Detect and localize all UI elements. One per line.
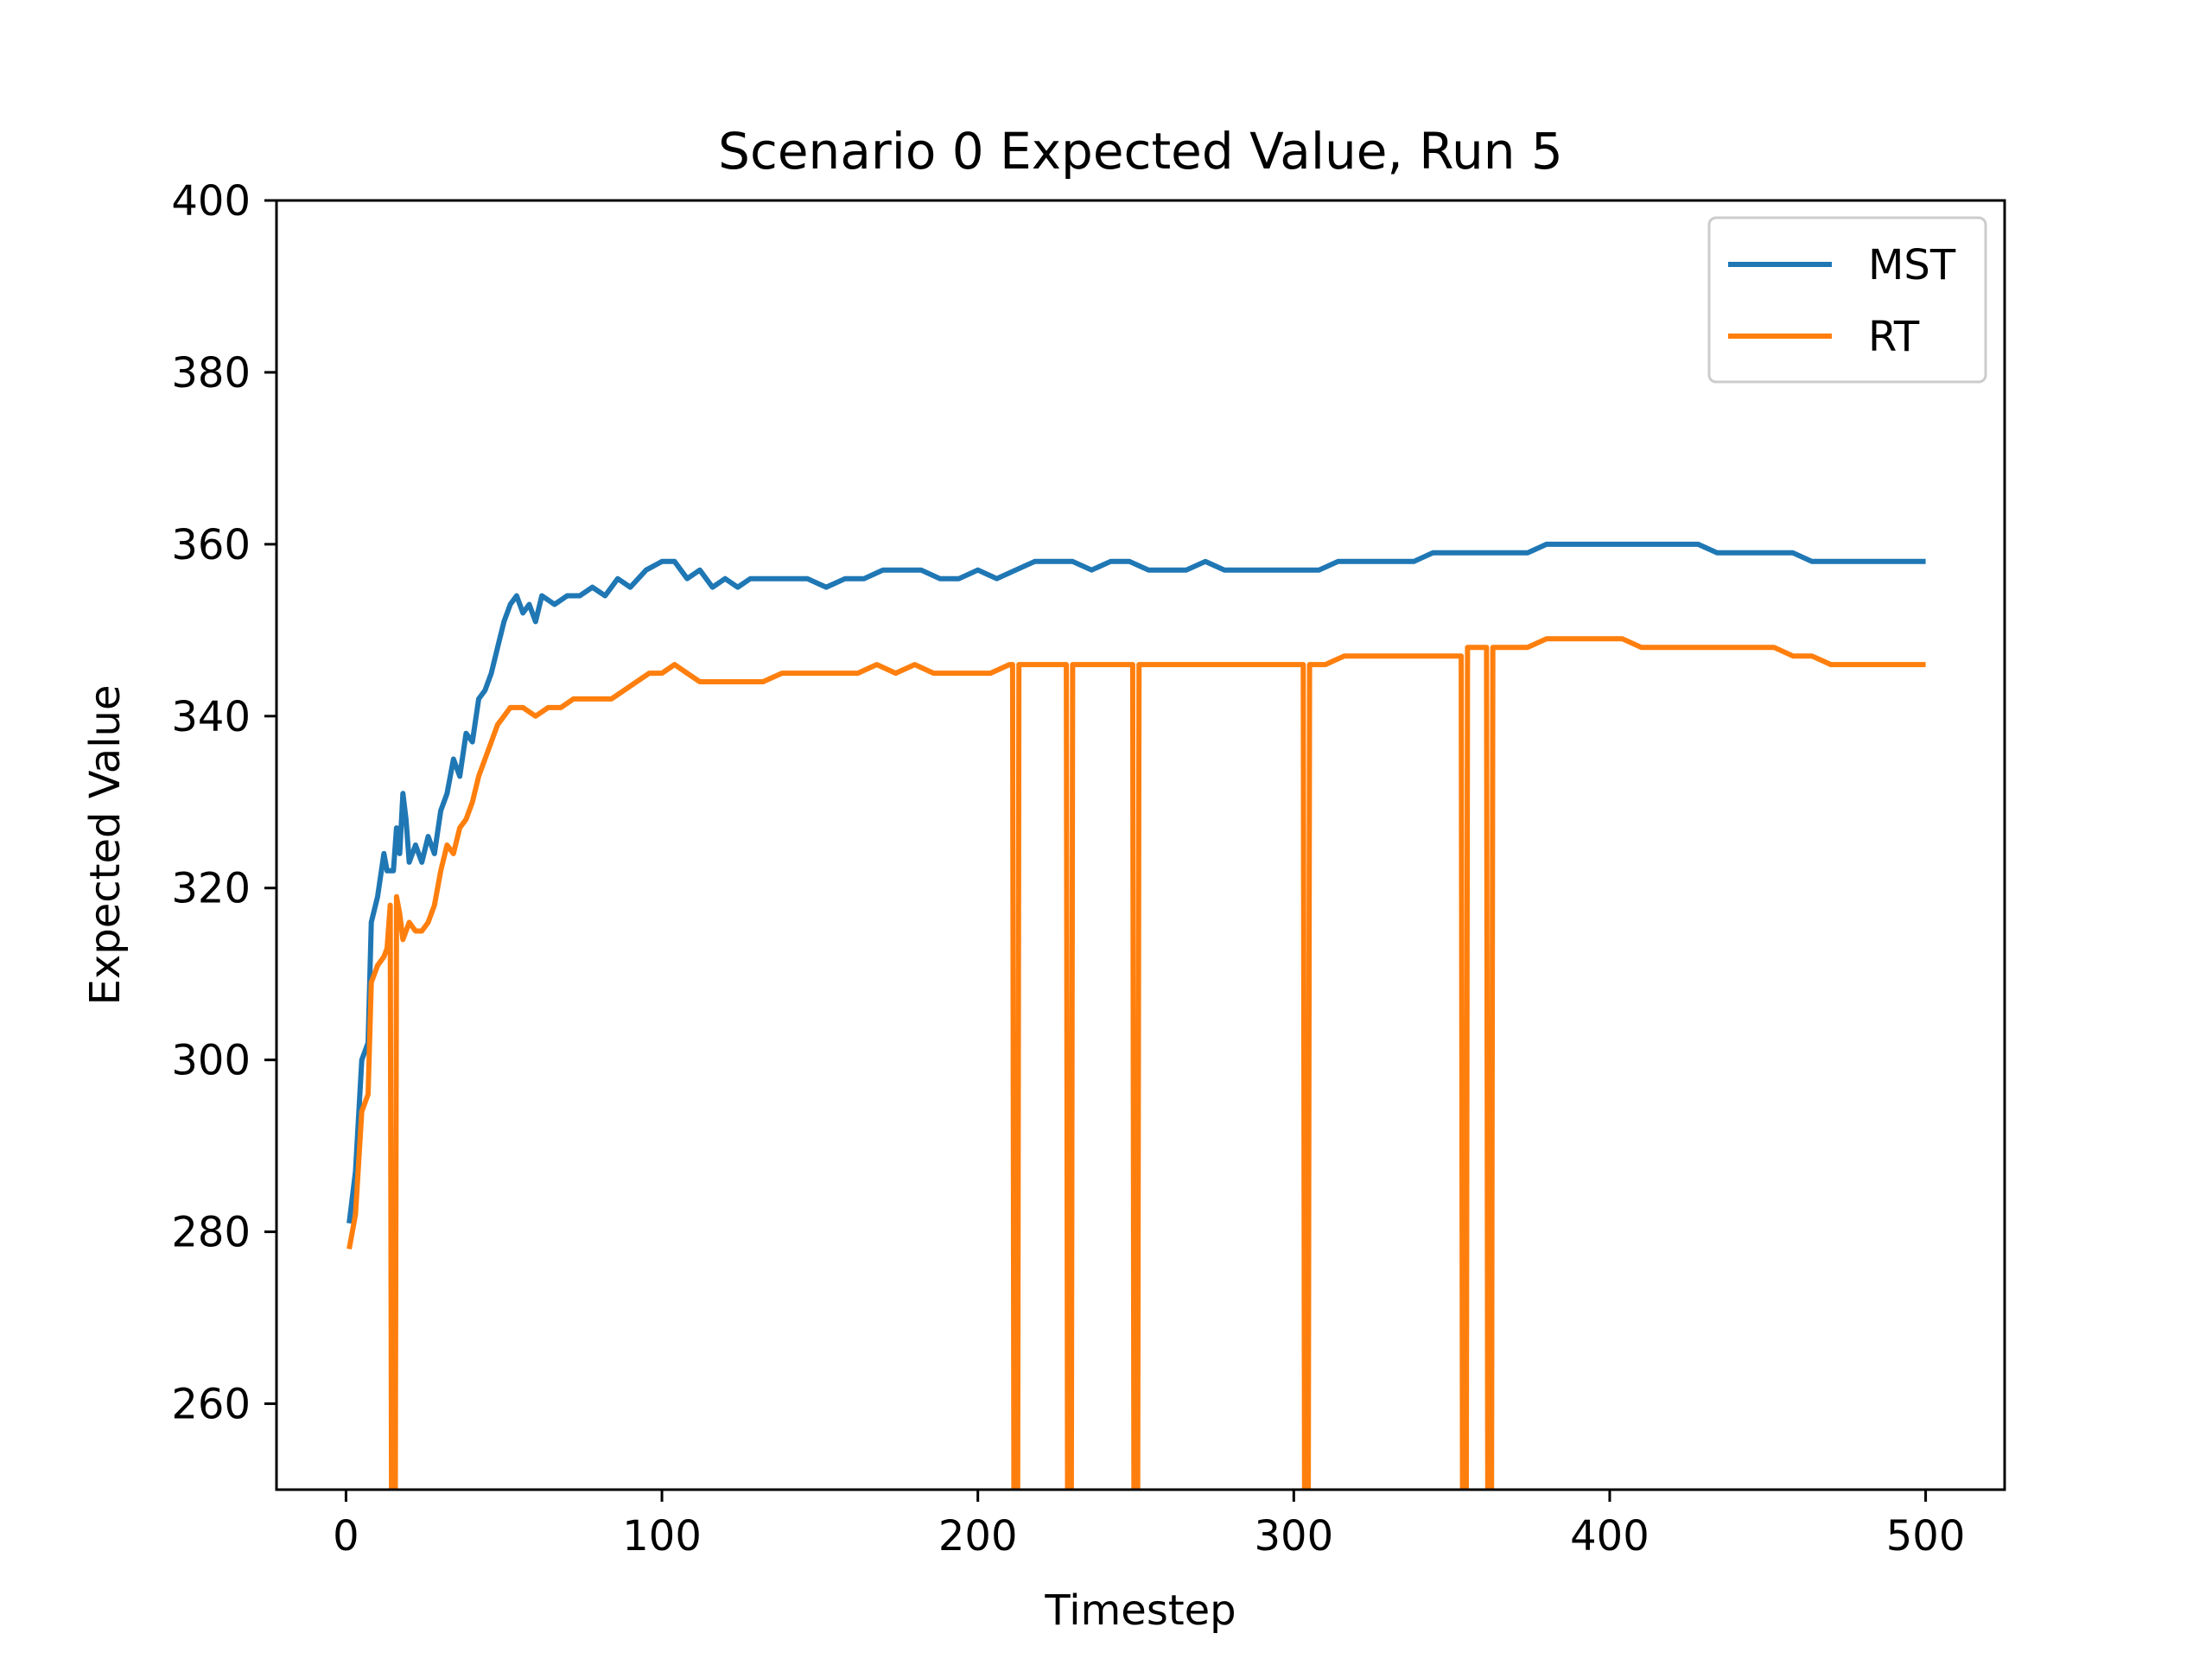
y-axis-label: Expected Value xyxy=(81,684,130,1005)
y-tick-label: 260 xyxy=(171,1381,251,1429)
y-tick-label: 360 xyxy=(171,521,251,569)
plot-frame xyxy=(275,199,2006,1491)
y-tick-label: 400 xyxy=(171,177,251,226)
x-axis: 0 100 200 300 400 500 xyxy=(333,1490,1965,1560)
x-tick-label: 0 xyxy=(333,1512,359,1560)
y-tick-label: 320 xyxy=(171,865,251,913)
plot-area xyxy=(275,199,2006,1491)
x-tick-label: 100 xyxy=(622,1512,702,1560)
x-axis-label: Timestep xyxy=(1044,1586,1236,1635)
legend-label-rt: RT xyxy=(1868,313,1920,361)
y-tick-label: 380 xyxy=(171,349,251,397)
legend: MST RT xyxy=(1707,216,1987,384)
y-tick-label: 340 xyxy=(171,693,251,741)
x-tick-label: 500 xyxy=(1886,1512,1966,1560)
y-tick-label: 280 xyxy=(171,1209,251,1257)
series-layer xyxy=(346,541,1926,1490)
y-axis: 260 280 300 320 340 360 380 400 xyxy=(171,177,276,1429)
y-tick-label: 300 xyxy=(171,1037,251,1085)
x-tick-label: 400 xyxy=(1570,1512,1649,1560)
series-line-rt xyxy=(346,636,1926,1490)
legend-box xyxy=(1707,216,1987,384)
legend-label-mst: MST xyxy=(1868,241,1956,289)
x-tick-label: 200 xyxy=(938,1512,1018,1560)
series-line-mst xyxy=(346,541,1926,1224)
x-tick-label: 300 xyxy=(1255,1512,1334,1560)
chart-title: Scenario 0 Expected Value, Run 5 xyxy=(718,122,1563,181)
